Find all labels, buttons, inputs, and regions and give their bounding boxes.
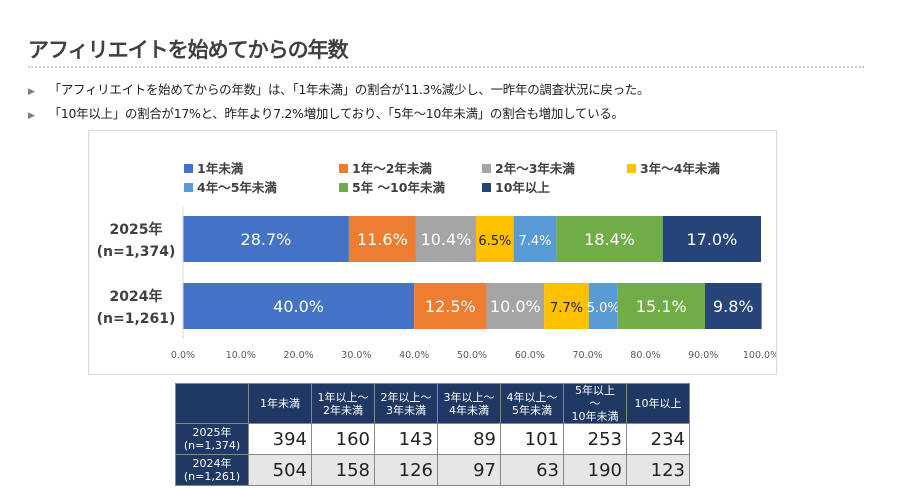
bar-segment [617, 283, 705, 329]
legend-swatch [184, 164, 193, 173]
table-cell: 394 [248, 423, 312, 455]
data-label: 28.7% [241, 230, 292, 249]
data-label: 9.8% [713, 297, 754, 316]
column-header: 4年以上～ 5年未満 [500, 383, 564, 424]
x-tick-label: 60.0% [515, 350, 545, 361]
data-label: 10.4% [421, 230, 472, 249]
column-header: 3年以上～ 4年未満 [437, 383, 501, 424]
legend-label: 1年未満 [197, 161, 244, 176]
bar-segment [476, 216, 514, 262]
table-row: 2025年 (n=1,374) 394 160 143 89 101 253 234 [175, 423, 690, 455]
legend-label: 10年以上 [495, 180, 550, 195]
bar-segment [348, 216, 416, 262]
bar-segment [544, 283, 589, 329]
x-tick-label: 70.0% [573, 350, 603, 361]
stacked-bar-chart: 1年未満 1年～2年未満 2年～3年未満 3年～4年未満 4年～5年未満 5年 ～10年未… [97, 161, 780, 361]
bar-segment [486, 283, 545, 329]
x-tick-label: 80.0% [630, 350, 660, 361]
table-row: 2024年 (n=1,261) 504 158 126 97 63 190 123 [175, 454, 690, 486]
data-label: 7.4% [518, 234, 551, 249]
bar-segment [704, 283, 762, 329]
data-label: 11.6% [357, 230, 408, 249]
x-tick-label: 50.0% [457, 350, 487, 361]
data-label: 5.0% [587, 301, 620, 316]
legend-label: 3年～4年未満 [640, 161, 720, 176]
table-cell: 143 [374, 423, 438, 455]
data-label: 10.0% [490, 297, 541, 316]
table-cell: 158 [311, 454, 375, 486]
bar-segment [662, 216, 761, 262]
bullet-text: 「アフィリエイトを始めてからの年数」は、「1年未満」の割合が11.3%減少し、一… [48, 82, 650, 97]
table-corner [175, 383, 249, 424]
category-label: (n=1,374) [97, 244, 176, 260]
column-header: 2年以上～ 3年未満 [374, 383, 438, 424]
table-cell: 63 [500, 454, 564, 486]
legend-label: 2年～3年未満 [495, 161, 575, 176]
table-cell: 253 [563, 423, 627, 455]
bar-segment [588, 283, 618, 329]
data-label: 15.1% [636, 297, 687, 316]
category-label: (n=1,261) [97, 311, 176, 327]
x-tick-label: 100.0% [743, 350, 776, 361]
bullet-text: 「10年以上」の割合が17%と、昨年より7.2%増加しており、「5年～10年未満… [48, 106, 624, 121]
legend-swatch [339, 164, 348, 173]
x-tick-label: 40.0% [399, 350, 429, 361]
column-header: 1年未満 [248, 383, 312, 424]
table-cell: 101 [500, 423, 564, 455]
table-cell: 160 [311, 423, 375, 455]
legend-label: 5年 ～10年未満 [352, 180, 445, 195]
title-divider [28, 66, 864, 68]
legend-swatch [627, 164, 636, 173]
data-label: 7.7% [550, 301, 583, 316]
data-label: 40.0% [273, 297, 324, 316]
data-label: 18.4% [584, 230, 635, 249]
table-cell: 123 [626, 454, 690, 486]
legend-swatch [482, 164, 491, 173]
row-header: 2024年 (n=1,261) [175, 454, 249, 486]
legend-label: 1年～2年未満 [352, 161, 432, 176]
x-tick-label: 20.0% [284, 350, 314, 361]
category-label: 2024年 [110, 288, 163, 305]
x-tick-label: 0.0% [171, 350, 195, 361]
bullet-marker-icon: ▶ [28, 111, 35, 121]
data-label: 17.0% [686, 230, 737, 249]
row-header: 2025年 (n=1,374) [175, 423, 249, 455]
table-cell: 126 [374, 454, 438, 486]
table-cell: 234 [626, 423, 690, 455]
chart-area: 1年未満 1年～2年未満 2年～3年未満 3年～4年未満 4年～5年未満 5年 ～10年未… [88, 130, 780, 375]
bar-segment [414, 283, 487, 329]
column-header: 1年以上～ 2年未満 [311, 383, 375, 424]
table-cell: 97 [437, 454, 501, 486]
x-tick-label: 30.0% [341, 350, 371, 361]
table-cell: 190 [563, 454, 627, 486]
table-cell: 89 [437, 423, 501, 455]
bar-segment [556, 216, 663, 262]
data-label: 12.5% [425, 297, 476, 316]
bullet-1: ▶ 「アフィリエイトを始めてからの年数」は、「1年未満」の割合が11.3%減少し、… [28, 79, 650, 98]
legend-label: 4年～5年未満 [197, 180, 277, 195]
legend-swatch [184, 183, 193, 192]
bar-segment [183, 216, 349, 262]
x-tick-label: 10.0% [226, 350, 256, 361]
legend-swatch [482, 183, 491, 192]
legend-swatch [339, 183, 348, 192]
column-header: 5年以上 ～ 10年未満 [563, 383, 627, 424]
column-header: 10年以上 [626, 383, 690, 424]
bar-segment [183, 283, 415, 329]
bullet-2: ▶ 「10年以上」の割合が17%と、昨年より7.2%増加しており、「5年～10年未… [28, 103, 624, 122]
bar-segment [415, 216, 477, 262]
data-label: 6.5% [478, 234, 511, 249]
bullet-marker-icon: ▶ [28, 87, 35, 97]
page-title: アフィリエイトを始めてからの年数 [28, 38, 349, 62]
bar-segment [513, 216, 557, 262]
table-cell: 504 [248, 454, 312, 486]
x-tick-label: 90.0% [688, 350, 718, 361]
category-label: 2025年 [110, 221, 163, 238]
count-table: 1年未満 1年以上～ 2年未満 2年以上～ 3年未満 3年以上～ 4年未満 4年以上～ 5年未満… [175, 383, 690, 486]
